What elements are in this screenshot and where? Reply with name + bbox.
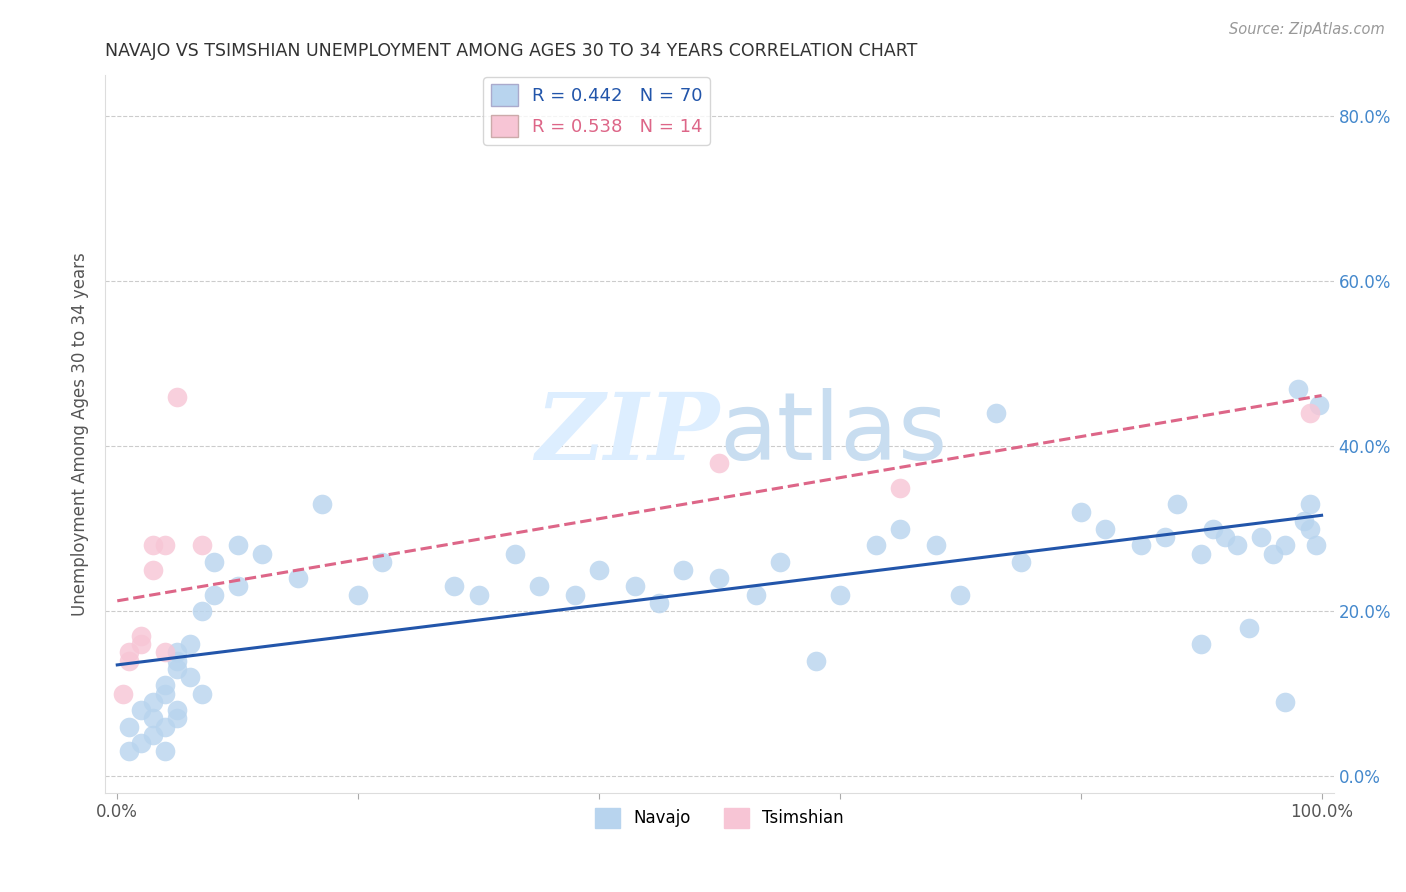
- Point: [1189, 547, 1212, 561]
- Point: [155, 687, 177, 701]
- Point: [1166, 497, 1188, 511]
- Point: [166, 645, 188, 659]
- Point: [1292, 514, 1315, 528]
- Point: [889, 481, 911, 495]
- Point: [1286, 382, 1309, 396]
- Point: [142, 538, 165, 552]
- Point: [166, 662, 188, 676]
- Point: [949, 588, 972, 602]
- Point: [166, 703, 188, 717]
- Point: [889, 522, 911, 536]
- Point: [769, 555, 792, 569]
- Point: [744, 588, 766, 602]
- Point: [503, 547, 526, 561]
- Point: [443, 580, 465, 594]
- Point: [190, 687, 212, 701]
- Point: [672, 563, 695, 577]
- Point: [1213, 530, 1236, 544]
- Point: [142, 563, 165, 577]
- Point: [166, 654, 188, 668]
- Point: [1298, 497, 1320, 511]
- Text: ZIP: ZIP: [536, 389, 720, 479]
- Point: [131, 736, 153, 750]
- Point: [986, 406, 1008, 420]
- Point: [588, 563, 610, 577]
- Point: [190, 538, 212, 552]
- Y-axis label: Unemployment Among Ages 30 to 34 years: Unemployment Among Ages 30 to 34 years: [72, 252, 89, 615]
- Point: [1308, 398, 1330, 412]
- Point: [1274, 695, 1296, 709]
- Point: [925, 538, 948, 552]
- Point: [155, 538, 177, 552]
- Point: [155, 645, 177, 659]
- Point: [166, 390, 188, 404]
- Point: [1274, 538, 1296, 552]
- Point: [648, 596, 671, 610]
- Point: [166, 711, 188, 725]
- Point: [118, 744, 141, 758]
- Point: [142, 695, 165, 709]
- Point: [1305, 538, 1327, 552]
- Legend: Navajo, Tsimshian: Navajo, Tsimshian: [588, 801, 851, 835]
- Point: [142, 711, 165, 725]
- Point: [709, 456, 731, 470]
- Text: NAVAJO VS TSIMSHIAN UNEMPLOYMENT AMONG AGES 30 TO 34 YEARS CORRELATION CHART: NAVAJO VS TSIMSHIAN UNEMPLOYMENT AMONG A…: [105, 42, 918, 60]
- Point: [1202, 522, 1225, 536]
- Point: [1129, 538, 1152, 552]
- Point: [804, 654, 827, 668]
- Point: [190, 604, 212, 618]
- Point: [1189, 637, 1212, 651]
- Point: [1298, 406, 1320, 420]
- Point: [179, 637, 201, 651]
- Text: atlas: atlas: [720, 388, 948, 480]
- Point: [131, 703, 153, 717]
- Point: [1298, 522, 1320, 536]
- Point: [112, 687, 135, 701]
- Point: [155, 744, 177, 758]
- Text: Source: ZipAtlas.com: Source: ZipAtlas.com: [1229, 22, 1385, 37]
- Point: [142, 728, 165, 742]
- Point: [1226, 538, 1249, 552]
- Point: [202, 555, 225, 569]
- Point: [865, 538, 887, 552]
- Point: [1239, 621, 1261, 635]
- Point: [828, 588, 851, 602]
- Point: [131, 629, 153, 643]
- Point: [287, 571, 309, 585]
- Point: [1070, 505, 1092, 519]
- Point: [709, 571, 731, 585]
- Point: [1010, 555, 1032, 569]
- Point: [118, 720, 141, 734]
- Point: [155, 720, 177, 734]
- Point: [527, 580, 550, 594]
- Point: [118, 654, 141, 668]
- Point: [1263, 547, 1285, 561]
- Point: [371, 555, 394, 569]
- Point: [131, 637, 153, 651]
- Point: [202, 588, 225, 602]
- Point: [226, 580, 249, 594]
- Point: [347, 588, 370, 602]
- Point: [564, 588, 586, 602]
- Point: [467, 588, 489, 602]
- Point: [1094, 522, 1116, 536]
- Point: [179, 670, 201, 684]
- Point: [226, 538, 249, 552]
- Point: [118, 645, 141, 659]
- Point: [155, 678, 177, 692]
- Point: [1250, 530, 1272, 544]
- Point: [250, 547, 273, 561]
- Point: [624, 580, 647, 594]
- Point: [311, 497, 333, 511]
- Point: [1154, 530, 1177, 544]
